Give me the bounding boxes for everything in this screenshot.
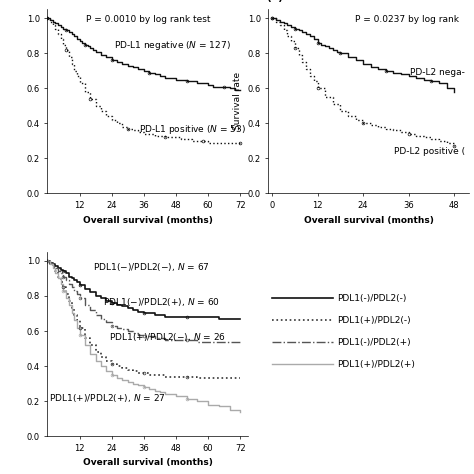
Text: PDL1(+)/PDL2(−), $\it{N}$ = 26: PDL1(+)/PDL2(−), $\it{N}$ = 26 bbox=[109, 331, 227, 343]
Text: P = 0.0237 by log rank: P = 0.0237 by log rank bbox=[355, 15, 459, 24]
X-axis label: Overall survival (months): Overall survival (months) bbox=[304, 216, 434, 225]
Text: P = 0.0010 by log rank test: P = 0.0010 by log rank test bbox=[86, 15, 210, 24]
Text: PD-L2 positive (: PD-L2 positive ( bbox=[394, 147, 465, 156]
Text: PD-L2 nega-: PD-L2 nega- bbox=[410, 68, 465, 77]
Text: PDL1(−)/PDL2(−), $\it{N}$ = 67: PDL1(−)/PDL2(−), $\it{N}$ = 67 bbox=[93, 261, 210, 273]
Text: PDL1(-)/PDL2(+): PDL1(-)/PDL2(+) bbox=[337, 338, 410, 347]
Text: PDL1(+)/PDL2(+), $\it{N}$ = 27: PDL1(+)/PDL2(+), $\it{N}$ = 27 bbox=[49, 392, 166, 404]
Text: PDL1(+)/PDL2(-): PDL1(+)/PDL2(-) bbox=[337, 316, 410, 325]
Text: PD-L1 negative ($\it{N}$ = 127): PD-L1 negative ($\it{N}$ = 127) bbox=[114, 39, 230, 52]
X-axis label: Overall survival (months): Overall survival (months) bbox=[83, 216, 213, 225]
Y-axis label: Survival rate: Survival rate bbox=[233, 73, 242, 130]
Text: (b): (b) bbox=[266, 0, 283, 2]
Text: PD-L1 positive ($\it{N}$ = 53): PD-L1 positive ($\it{N}$ = 53) bbox=[138, 124, 246, 137]
Text: PDL1(−)/PDL2(+), $\it{N}$ = 60: PDL1(−)/PDL2(+), $\it{N}$ = 60 bbox=[103, 296, 220, 308]
X-axis label: Overall survival (months): Overall survival (months) bbox=[83, 458, 213, 467]
Text: PDL1(-)/PDL2(-): PDL1(-)/PDL2(-) bbox=[337, 294, 406, 303]
Text: PDL1(+)/PDL2(+): PDL1(+)/PDL2(+) bbox=[337, 360, 415, 369]
